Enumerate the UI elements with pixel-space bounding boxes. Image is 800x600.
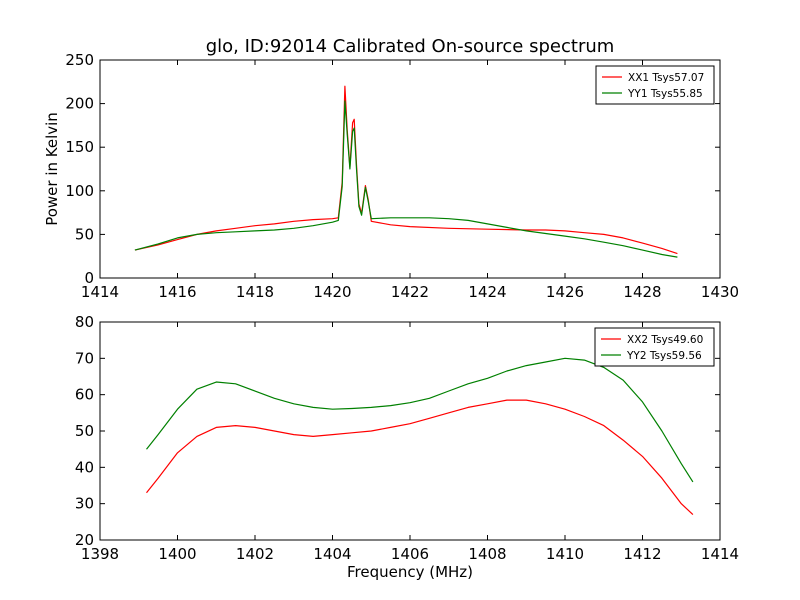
y-tick-label: 200 bbox=[65, 95, 94, 113]
x-tick-label: 1428 bbox=[623, 283, 661, 301]
y-tick-label: 50 bbox=[75, 225, 94, 243]
series-line-1 bbox=[146, 399, 694, 516]
legend-label: YY1 Tsys55.85 bbox=[627, 88, 703, 100]
y-tick-label: 60 bbox=[75, 386, 94, 404]
legend: XX2 Tsys49.60 YY2 Tsys59.56 bbox=[594, 327, 715, 367]
legend-label: XX1 Tsys57.07 bbox=[628, 72, 704, 84]
figure-title: glo, ID:92014 Calibrated On-source spect… bbox=[206, 36, 615, 57]
x-tick-label: 1412 bbox=[623, 545, 661, 563]
y-tick-label: 250 bbox=[65, 51, 94, 69]
series-line-2 bbox=[146, 357, 694, 483]
legend: XX1 Tsys57.07 YY1 Tsys55.85 bbox=[595, 65, 715, 105]
x-tick-label: 1404 bbox=[313, 545, 351, 563]
x-tick-label: 1416 bbox=[158, 283, 196, 301]
legend-label: YY2 Tsys59.56 bbox=[626, 350, 702, 362]
x-tick-label: 1410 bbox=[546, 545, 584, 563]
x-tick-label: 1400 bbox=[158, 545, 196, 563]
x-tick-label: 1418 bbox=[236, 283, 274, 301]
y-tick-label: 70 bbox=[75, 349, 94, 367]
legend-box bbox=[595, 65, 715, 105]
x-tick-label: 1398 bbox=[81, 545, 119, 563]
y-axis-label: Power in Kelvin bbox=[43, 112, 61, 226]
x-tick-label: 1424 bbox=[468, 283, 506, 301]
legend-box bbox=[594, 327, 715, 367]
x-tick-label: 1414 bbox=[81, 283, 119, 301]
y-tick-label: 20 bbox=[75, 531, 94, 549]
series-line-2 bbox=[134, 100, 678, 258]
x-axis-label: Frequency (MHz) bbox=[347, 563, 473, 581]
y-tick-label: 80 bbox=[75, 313, 94, 331]
x-tick-label: 1420 bbox=[313, 283, 351, 301]
x-tick-label: 1406 bbox=[391, 545, 429, 563]
x-tick-label: 1426 bbox=[546, 283, 584, 301]
y-tick-label: 150 bbox=[65, 138, 94, 156]
y-tick-label: 0 bbox=[84, 269, 94, 287]
x-tick-label: 1408 bbox=[468, 545, 506, 563]
x-tick-label: 1402 bbox=[236, 545, 274, 563]
bottom-panel: 1398 1400 1402 1404 1406 1408 1410 1412 1414 20 30… bbox=[75, 313, 739, 563]
y-tick-label: 50 bbox=[75, 422, 94, 440]
x-tick-label: 1414 bbox=[701, 545, 739, 563]
x-tick-label: 1430 bbox=[701, 283, 739, 301]
top-panel: 1414 1416 1418 1420 1422 1424 1426 1428 1430 0 50 1… bbox=[65, 51, 739, 301]
legend-label: XX2 Tsys49.60 bbox=[627, 334, 703, 346]
y-tick-label: 100 bbox=[65, 182, 94, 200]
y-tick-label: 40 bbox=[75, 458, 94, 476]
y-tick-label: 30 bbox=[75, 495, 94, 513]
x-tick-label: 1422 bbox=[391, 283, 429, 301]
